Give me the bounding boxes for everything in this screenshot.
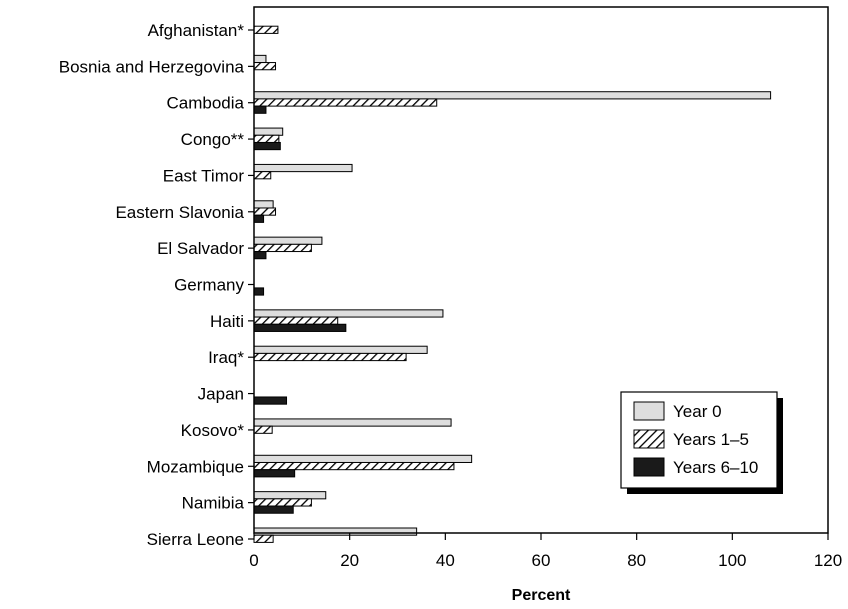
category-label-germany: Germany (174, 276, 244, 295)
bar-afghanistan-years-1-5 (253, 25, 279, 34)
bar-haiti-year-0 (253, 309, 444, 318)
category-label-namibia: Namibia (182, 494, 245, 513)
bar-congo-years-6-10 (253, 141, 281, 151)
category-label-sierra-leone: Sierra Leone (147, 530, 244, 549)
bar-sierra-leone-year-0 (253, 527, 418, 536)
bar-namibia-years-6-10 (253, 505, 294, 514)
bar-el-salvador-year-0 (253, 236, 323, 245)
bar-haiti-years-6-10 (253, 323, 347, 332)
bar-haiti-years-1-5 (253, 316, 339, 325)
bar-iraq-years-1-5 (253, 352, 407, 362)
category-label-congo: Congo** (181, 130, 245, 149)
bar-mozambique-years-6-10 (253, 469, 296, 478)
legend-label-years-1-5: Years 1–5 (673, 430, 749, 449)
bar-east-timor-year-0 (253, 163, 353, 173)
legend-swatch-year-0 (633, 401, 665, 421)
plot-frame (253, 6, 829, 534)
legend-swatch-years-6-10 (633, 457, 665, 477)
x-tick-label-0: 0 (249, 551, 258, 570)
bars-layer (253, 25, 772, 543)
bar-mozambique-years-1-5 (253, 461, 455, 471)
bar-mozambique-year-0 (253, 454, 473, 463)
x-tick-label-80: 80 (627, 551, 646, 570)
category-label-kosovo: Kosovo* (181, 421, 245, 440)
bar-east-timor-years-1-5 (253, 171, 272, 180)
bar-eastern-slavonia-year-0 (253, 200, 274, 209)
bar-kosovo-years-1-5 (253, 425, 273, 434)
bar-bosnia-and-herzegovina-years-1-5 (253, 62, 277, 71)
x-tick-label-100: 100 (718, 551, 746, 570)
bar-el-salvador-years-1-5 (253, 243, 312, 253)
bar-kosovo-year-0 (253, 418, 452, 427)
bar-bosnia-and-herzegovina-year-0 (253, 54, 267, 64)
x-axis-label: Percent (512, 587, 571, 604)
bar-japan-years-6-10 (253, 396, 288, 405)
bar-cambodia-years-1-5 (253, 98, 438, 107)
category-label-afghanistan: Afghanistan* (148, 21, 245, 40)
x-axis: 0 20 40 60 80 100 120 (248, 29, 842, 570)
legend-label-year-0: Year 0 (673, 402, 722, 421)
bar-eastern-slavonia-years-1-5 (253, 207, 277, 216)
category-label-cambodia: Cambodia (167, 94, 245, 113)
category-label-japan: Japan (198, 385, 244, 404)
x-tick-label-60: 60 (532, 551, 551, 570)
x-tick-label-40: 40 (436, 551, 455, 570)
category-label-mozambique: Mozambique (147, 457, 244, 476)
legend-swatch-years-1-5 (633, 429, 665, 449)
category-label-haiti: Haiti (210, 312, 244, 331)
bar-namibia-years-1-5 (253, 498, 312, 507)
legend: Year 0 Years 1–5 Years 6–10 (620, 391, 783, 494)
bar-cambodia-year-0 (253, 91, 772, 100)
bar-congo-year-0 (253, 127, 284, 136)
bar-germany-years-6-10 (253, 287, 265, 296)
category-label-east-timor: East Timor (163, 166, 245, 185)
category-label-iraq: Iraq* (208, 348, 244, 367)
category-labels: Afghanistan* Bosnia and Herzegovina Cambod… (59, 21, 245, 549)
bar-cambodia-years-6-10 (253, 105, 267, 114)
bar-eastern-slavonia-years-6-10 (253, 214, 265, 223)
category-label-eastern-slavonia: Eastern Slavonia (115, 203, 244, 222)
bar-congo-years-1-5 (253, 134, 280, 143)
x-tick-label-20: 20 (340, 551, 359, 570)
x-tick-label-120: 120 (814, 551, 842, 570)
bar-iraq-year-0 (253, 345, 428, 354)
category-label-bosnia-and-herzegovina: Bosnia and Herzegovina (59, 57, 245, 76)
bar-sierra-leone-years-1-5 (253, 534, 274, 543)
category-label-el-salvador: El Salvador (157, 239, 244, 258)
bar-el-salvador-years-6-10 (253, 251, 267, 260)
bar-namibia-year-0 (253, 491, 327, 500)
legend-label-years-6-10: Years 6–10 (673, 458, 758, 477)
